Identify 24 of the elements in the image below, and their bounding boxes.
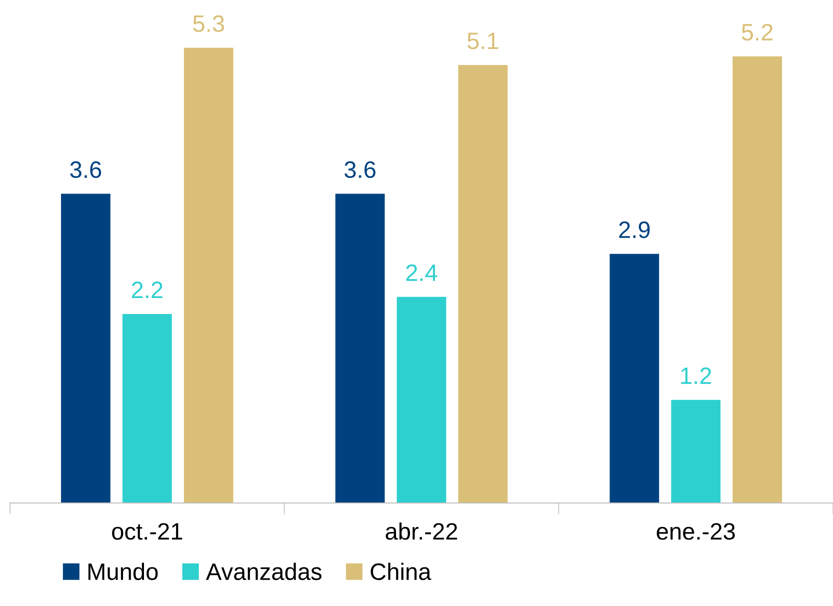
x-tick-label: abr.-22 (386, 522, 458, 540)
bar (732, 56, 782, 503)
data-label: 3.6 (344, 161, 376, 178)
data-label: 1.2 (681, 367, 712, 384)
x-tick-label: ene.-23 (656, 523, 735, 540)
bar (671, 400, 721, 503)
data-label: 5.1 (467, 32, 498, 50)
data-label: 3.6 (70, 161, 102, 178)
bar (335, 194, 385, 503)
data-label: 5.2 (742, 24, 773, 41)
data-label: 5.3 (193, 15, 224, 32)
bar (458, 64, 508, 503)
bar (396, 296, 446, 503)
data-label: 2.4 (406, 264, 438, 281)
legend-label: Mundo (88, 562, 158, 580)
bar (122, 314, 172, 503)
legend-label: China (370, 562, 432, 580)
data-label: 2.2 (132, 282, 162, 298)
bar (610, 254, 660, 503)
legend-label: Avanzadas (206, 562, 322, 580)
data-label: 2.9 (619, 221, 650, 238)
bar (61, 194, 110, 503)
bar (184, 48, 234, 503)
x-tick-label: oct.-21 (112, 523, 182, 540)
